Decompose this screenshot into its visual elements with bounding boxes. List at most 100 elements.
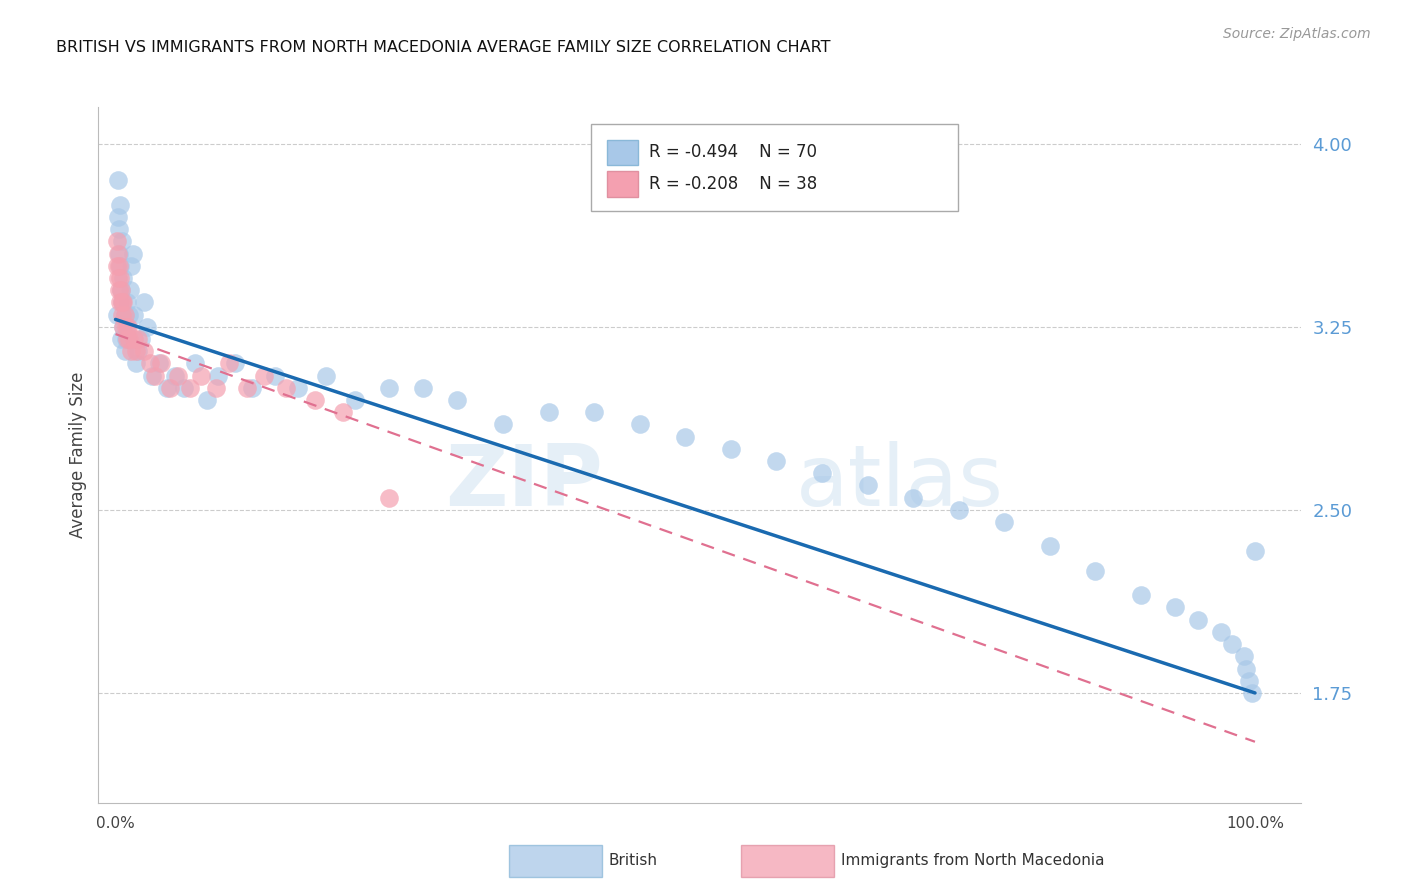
Point [110, 283, 132, 297]
Point [107, 173, 129, 187]
Point [108, 283, 131, 297]
Point [108, 295, 131, 310]
Point [108, 246, 131, 260]
Point [173, 381, 195, 395]
Point [111, 308, 134, 322]
Point [1240, 686, 1263, 700]
Point [115, 319, 138, 334]
Point [132, 295, 155, 310]
Point [304, 392, 326, 407]
Point [1039, 540, 1062, 554]
Point [114, 332, 136, 346]
Point [583, 405, 606, 419]
Point [264, 368, 287, 383]
Point [150, 356, 173, 370]
Point [537, 405, 560, 419]
Point [105, 259, 128, 273]
Point [112, 319, 135, 334]
Point [492, 417, 515, 432]
FancyBboxPatch shape [592, 124, 957, 211]
Point [1234, 661, 1257, 675]
Point [167, 368, 190, 383]
Point [120, 283, 142, 297]
Point [204, 381, 226, 395]
Point [253, 368, 276, 383]
Y-axis label: Average Family Size: Average Family Size [69, 372, 87, 538]
Point [811, 467, 834, 481]
Point [107, 210, 129, 224]
Point [127, 344, 149, 359]
Point [287, 381, 309, 395]
Point [132, 344, 155, 359]
Point [112, 271, 135, 285]
Point [1164, 600, 1187, 615]
Point [105, 308, 128, 322]
Point [628, 417, 651, 432]
Point [1232, 649, 1254, 664]
Point [105, 235, 128, 249]
Point [195, 392, 218, 407]
FancyBboxPatch shape [607, 140, 638, 166]
Text: British: British [609, 854, 658, 868]
Point [122, 332, 145, 346]
Point [115, 332, 138, 346]
Point [378, 491, 401, 505]
Point [108, 259, 131, 273]
Text: BRITISH VS IMMIGRANTS FROM NORTH MACEDONIA AVERAGE FAMILY SIZE CORRELATION CHART: BRITISH VS IMMIGRANTS FROM NORTH MACEDON… [56, 40, 831, 55]
Point [720, 442, 742, 456]
Point [117, 319, 139, 334]
Point [184, 356, 207, 370]
Point [315, 368, 337, 383]
Point [1239, 673, 1261, 688]
Point [1220, 637, 1243, 651]
Point [235, 381, 257, 395]
Point [122, 308, 145, 322]
Point [118, 308, 141, 322]
Point [378, 381, 401, 395]
Point [332, 405, 354, 419]
Point [114, 344, 136, 359]
Point [121, 344, 143, 359]
Point [145, 368, 167, 383]
Point [1209, 624, 1232, 639]
Point [110, 283, 132, 297]
Point [138, 356, 160, 370]
Point [218, 356, 240, 370]
Point [118, 332, 141, 346]
Point [1084, 564, 1107, 578]
Point [129, 332, 152, 346]
Point [148, 356, 170, 370]
Point [159, 381, 181, 395]
Point [1187, 613, 1209, 627]
Point [125, 356, 148, 370]
Point [108, 197, 131, 211]
Text: R = -0.208    N = 38: R = -0.208 N = 38 [650, 175, 817, 193]
Point [112, 319, 135, 334]
Point [114, 308, 136, 322]
Point [412, 381, 434, 395]
Point [993, 515, 1015, 529]
Point [446, 392, 468, 407]
Point [276, 381, 298, 395]
Point [127, 332, 149, 346]
Point [856, 478, 879, 492]
Point [111, 295, 134, 310]
Point [1244, 544, 1267, 558]
Point [121, 246, 143, 260]
Point [111, 235, 134, 249]
Point [117, 332, 139, 346]
Point [112, 295, 135, 310]
Point [136, 319, 159, 334]
Point [1130, 588, 1153, 602]
Text: Immigrants from North Macedonia: Immigrants from North Macedonia [841, 854, 1104, 868]
Text: ZIP: ZIP [446, 442, 603, 524]
Point [115, 295, 138, 310]
Point [179, 381, 201, 395]
Text: Source: ZipAtlas.com: Source: ZipAtlas.com [1223, 27, 1371, 41]
Point [901, 491, 924, 505]
Point [163, 368, 186, 383]
Point [110, 332, 132, 346]
Point [673, 429, 696, 443]
Point [240, 381, 263, 395]
Text: R = -0.494    N = 70: R = -0.494 N = 70 [650, 144, 817, 161]
